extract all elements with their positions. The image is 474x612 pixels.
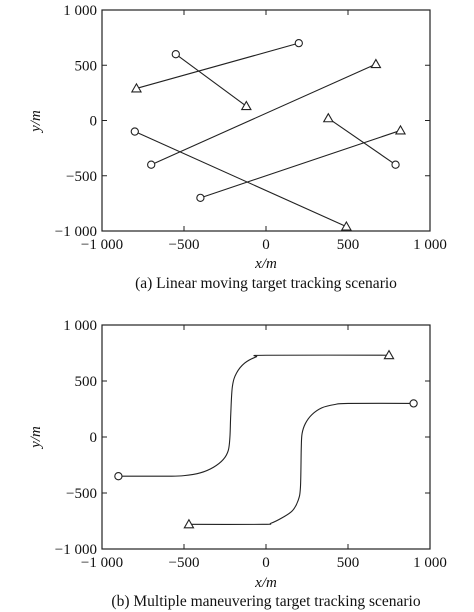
panel-a-x-tick-label: 500 <box>337 237 360 253</box>
panel-b-y-tick-label: 500 <box>75 374 98 390</box>
panel-a-track-3 <box>150 63 377 166</box>
panel-a-track-2 <box>175 53 247 107</box>
panel-a-x-tick-label: −1 000 <box>81 237 123 253</box>
panel-a-track-5-end-triangle <box>322 112 334 123</box>
panel-a-caption: (a) Linear moving target tracking scenar… <box>135 275 397 292</box>
panel-a-track-3-end-triangle <box>370 58 382 69</box>
panel-a-series <box>130 39 407 231</box>
panel-b-track-1 <box>118 354 390 477</box>
panel-b-y-ticks: −1 000 −500 0 500 1 000 <box>55 318 430 558</box>
panel-a-track-6-end-triangle <box>394 124 407 135</box>
panel-a-y-tick-label: −1 000 <box>55 224 97 240</box>
panel-a-y-tick-label: −500 <box>66 169 97 185</box>
panel-a-track-4-end-triangle <box>340 220 352 231</box>
panel-a-track-6-start-circle <box>196 193 205 202</box>
panel-b-track-1-start-circle <box>114 472 123 481</box>
panel-b-track-1-end-triangle <box>383 349 395 360</box>
panel-b-x-tick-label: 0 <box>262 555 270 571</box>
panel-a-x-tick-label: −500 <box>169 237 200 253</box>
panel-a-track-4 <box>134 131 347 228</box>
panel-a-plot-frame <box>101 9 431 232</box>
panel-a-y-tick-label: 1 000 <box>63 3 97 19</box>
panel-a-x-ticks: −1 000 −500 0 500 1 000 <box>81 10 447 253</box>
panel-b-x-tick-label: −500 <box>169 555 200 571</box>
panel-a-x-axis-label: x/m <box>254 256 277 272</box>
panel-a-track-2-start-circle <box>171 50 180 59</box>
panel-b-y-tick-label: −1 000 <box>55 542 97 558</box>
panel-b-y-tick-label: 1 000 <box>63 318 97 334</box>
panel-b-x-ticks: −1 000 −500 0 500 1 000 <box>81 325 447 571</box>
panel-b-y-tick-label: 0 <box>90 430 98 446</box>
panel-a-x-tick-label: 1 000 <box>413 237 447 253</box>
panel-a-y-tick-label: 0 <box>90 114 98 130</box>
panel-b-y-axis-label: y/m <box>28 426 44 450</box>
panel-b-track-2-end-triangle <box>183 518 195 529</box>
panel-a-track-6 <box>200 129 401 199</box>
panel-a-track-2-end-triangle <box>240 100 252 111</box>
panel-b-series <box>114 349 418 529</box>
panel-a-y-axis-label: y/m <box>28 110 44 134</box>
panel-b-track-2 <box>188 402 414 525</box>
panel-a-track-5 <box>328 117 396 166</box>
panel-a-track-1 <box>136 42 299 89</box>
panel-a-x-tick-label: 0 <box>262 237 270 253</box>
panel-a-track-4-start-circle <box>130 127 139 136</box>
panel-b-x-tick-label: 500 <box>337 555 360 571</box>
panel-a-y-ticks: −1 000 −500 0 500 1 000 <box>55 3 430 240</box>
panel-a-track-5-start-circle <box>391 160 400 169</box>
panel-b-x-tick-label: −1 000 <box>81 555 123 571</box>
panel-a-track-1-end-triangle <box>130 82 142 93</box>
panel-a-track-1-start-circle <box>294 39 303 48</box>
panel-b-track-2-start-circle <box>409 399 418 408</box>
panel-b-caption: (b) Multiple maneuvering target tracking… <box>111 593 420 610</box>
panel-b-x-axis-label: x/m <box>254 575 277 591</box>
panel-b-x-tick-label: 1 000 <box>413 555 447 571</box>
panel-a-y-tick-label: 500 <box>75 58 98 74</box>
panel-b-y-tick-label: −500 <box>66 486 97 502</box>
panel-b-plot-frame <box>101 324 431 550</box>
panel-a-track-3-start-circle <box>147 160 156 169</box>
